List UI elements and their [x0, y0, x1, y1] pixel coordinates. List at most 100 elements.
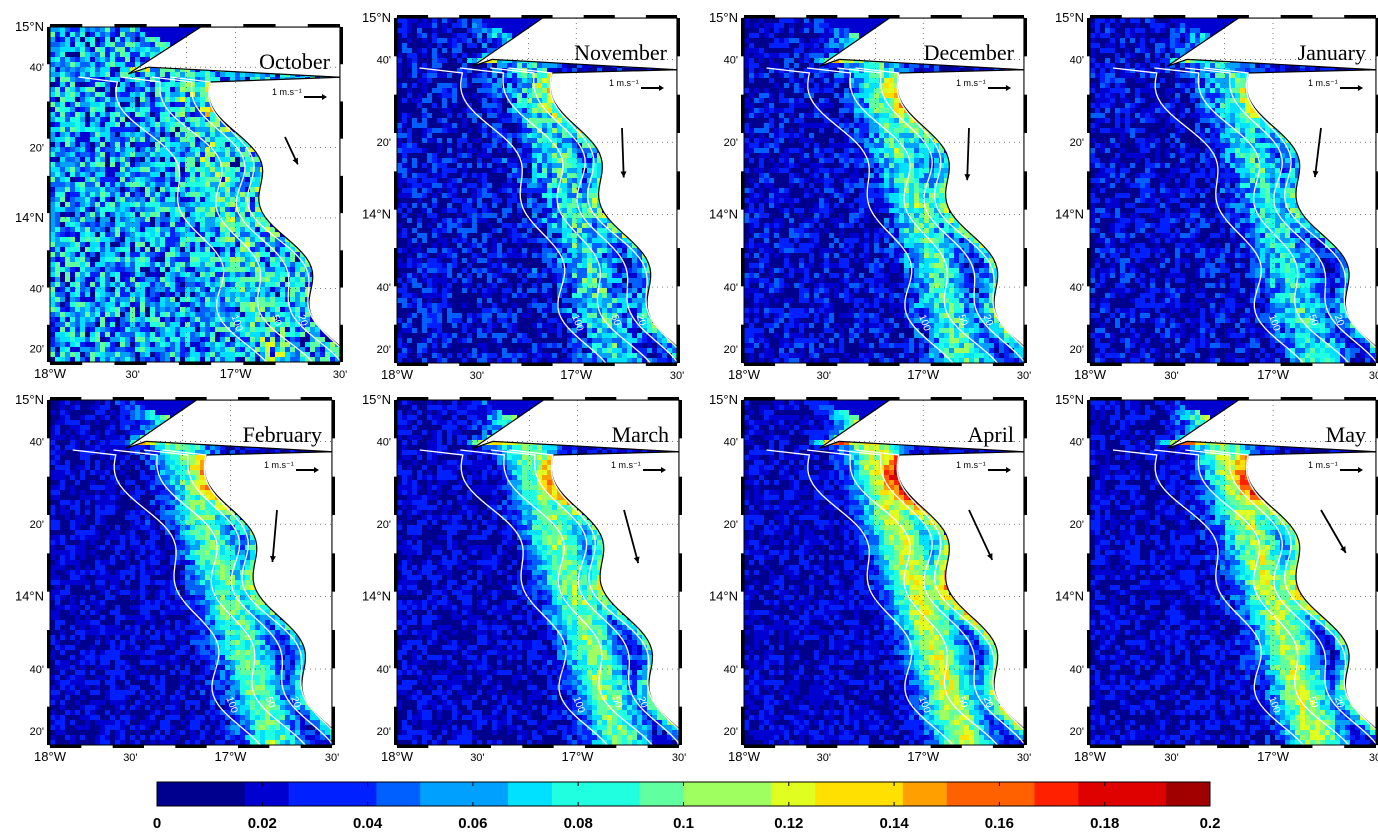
frame-tick: [1376, 706, 1378, 745]
frame-tick: [340, 250, 343, 288]
colorbar-segment: [464, 782, 509, 806]
frame-tick: [1153, 745, 1186, 748]
contour-label: 20: [981, 313, 995, 328]
colorbar-tick-label: 0.04: [353, 815, 383, 832]
colorbar-tick-label: 0.12: [774, 815, 803, 832]
frame-tick: [47, 630, 50, 669]
lon-tick-label: 30': [1017, 370, 1031, 382]
lat-tick-label: 14°N: [362, 589, 391, 604]
frame-tick: [1376, 553, 1378, 592]
frame-tick: [583, 363, 615, 366]
frame-tick: [1024, 553, 1027, 592]
map-panel-january: 100 50 20 10 January 1 m.s⁻¹ 15°N 40' 20' 14°N 40'…: [1055, 10, 1378, 382]
lat-tick-label: 14°N: [15, 210, 44, 225]
isobath-contour: [837, 449, 1024, 745]
wind-arrowhead: [964, 174, 971, 181]
lat-tick-label: 20': [1070, 344, 1084, 356]
isobath-contour: [1112, 67, 1304, 363]
lon-tick-label: 30': [672, 752, 686, 764]
colorbar-segment: [1166, 782, 1211, 806]
frame-tick: [1153, 397, 1186, 400]
map-panel-october: 100 50 20 10 October 1 m.s⁻¹ 15°N 40' 20' 14°N 40'…: [15, 19, 347, 381]
contour-label: 50: [1306, 695, 1320, 710]
lat-tick-label: 20': [377, 726, 391, 738]
lat-tick-label: 20': [30, 519, 44, 531]
contour-label: 100: [916, 313, 932, 333]
scale-label: 1 m.s⁻¹: [956, 460, 986, 470]
lon-tick-label: 30': [123, 752, 137, 764]
month-label: May: [1326, 422, 1366, 447]
lat-tick-label: 40': [377, 54, 391, 66]
frame-tick: [741, 248, 744, 287]
frame-tick: [645, 363, 677, 366]
lat-tick-label: 40': [1070, 436, 1084, 448]
lon-tick-label: 17°W: [560, 367, 593, 382]
chlorophyll-field: 100 50 20 10: [50, 27, 340, 362]
wind-arrow: [1314, 127, 1322, 178]
lat-tick-label: 20': [1070, 726, 1084, 738]
lat-tick-label: 20': [30, 726, 44, 738]
frame-tick: [741, 630, 744, 669]
northern-land: [1166, 18, 1376, 71]
lat-tick-label: 40': [724, 54, 738, 66]
month-label: February: [243, 422, 322, 447]
lat-tick-label: 20': [724, 726, 738, 738]
colorbar-segment: [551, 782, 597, 806]
chlorophyll-field: 100 50 20 10: [744, 400, 1024, 745]
frame-tick: [806, 15, 838, 18]
colorbar-segment: [244, 782, 290, 806]
lon-tick-label: 30': [125, 369, 139, 381]
colorbar-segment: [859, 782, 904, 806]
contour-label: 100: [569, 313, 585, 333]
frame-tick: [1280, 745, 1313, 748]
month-label: December: [924, 40, 1015, 65]
lat-tick-label: 40': [1070, 664, 1084, 676]
scale-label: 1 m.s⁻¹: [1308, 460, 1338, 470]
frame-tick: [522, 397, 554, 400]
frame-tick: [300, 397, 332, 400]
wind-arrow: [1320, 509, 1347, 554]
frame-tick: [647, 745, 679, 748]
frame-tick: [340, 101, 343, 139]
isobath-contour: [1203, 449, 1376, 731]
frame-tick: [394, 248, 397, 287]
contour-label: 50: [269, 313, 283, 328]
scale-arrowhead: [1358, 467, 1363, 473]
isobath-contour: [766, 67, 954, 363]
lon-tick-label: 18°W: [1074, 749, 1107, 764]
month-label: April: [968, 422, 1014, 447]
frame-tick: [1024, 94, 1027, 133]
frame-tick: [114, 362, 147, 365]
contour-label: 20: [295, 313, 309, 328]
isobath-contour: [419, 449, 608, 745]
lat-tick-label: 40': [1070, 282, 1084, 294]
frame-tick: [1376, 400, 1378, 439]
scale-label: 1 m.s⁻¹: [956, 78, 986, 88]
colorbar-segment: [639, 782, 684, 806]
frame-tick: [1376, 630, 1378, 669]
lon-tick-label: 17°W: [562, 749, 595, 764]
lon-tick-label: 30': [670, 370, 684, 382]
lat-tick-label: 40': [30, 62, 44, 74]
frame-tick: [1024, 630, 1027, 669]
frame-tick: [47, 476, 50, 515]
frame-tick: [332, 400, 335, 439]
colorbar-segment: [595, 782, 641, 806]
frame-tick: [868, 397, 900, 400]
frame-tick: [1087, 94, 1090, 133]
contour-label: 100: [229, 313, 245, 333]
northern-land: [1166, 400, 1376, 453]
lon-tick-label: 17°W: [907, 367, 940, 382]
frame-tick: [1087, 400, 1090, 439]
frame-tick: [930, 363, 962, 366]
scale-arrowhead: [1358, 85, 1363, 91]
lon-tick-label: 18°W: [381, 749, 414, 764]
colorbar-segment: [157, 782, 202, 806]
frame-tick: [112, 397, 144, 400]
frame-tick: [332, 630, 335, 669]
isobath-contour: [1185, 449, 1376, 745]
frame-tick: [459, 363, 491, 366]
scale-label: 1 m.s⁻¹: [1308, 78, 1338, 88]
colorbar-tick-label: 0.14: [879, 815, 909, 832]
frame-tick: [741, 171, 744, 210]
